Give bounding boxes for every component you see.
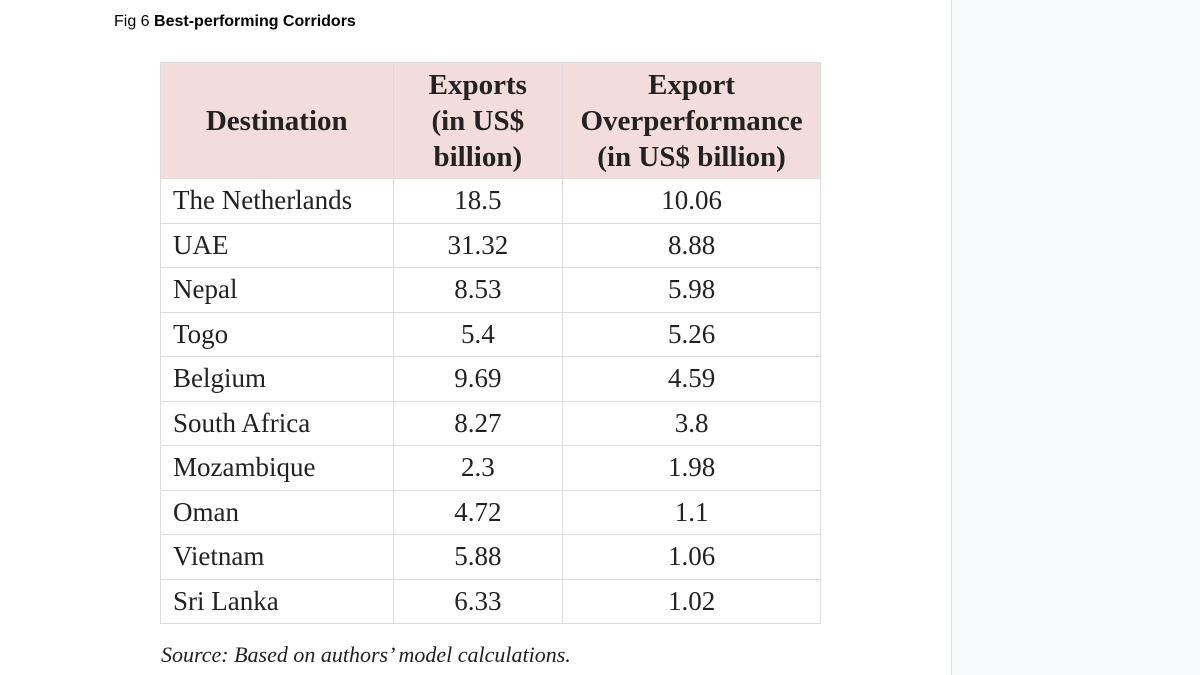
cell-exports: 9.69: [392, 356, 564, 402]
header-overperformance-line: Export: [648, 68, 736, 101]
cell-destination: The Netherlands: [160, 178, 394, 224]
table-row: The Netherlands 18.5 10.06: [160, 178, 821, 224]
table-header: Destination Exports (in US$ billion) Exp…: [160, 62, 821, 179]
side-panel: [951, 0, 1200, 675]
cell-destination: UAE: [160, 222, 394, 268]
header-exports-line: billion): [433, 140, 523, 173]
cell-destination: Oman: [160, 489, 394, 535]
table-row: Togo 5.4 5.26: [160, 311, 821, 357]
cell-overperformance: 5.26: [562, 311, 821, 357]
cell-overperformance: 1.02: [562, 578, 821, 624]
table-row: Mozambique 2.3 1.98: [160, 445, 821, 491]
cell-overperformance: 3.8: [562, 400, 821, 446]
cell-destination: Vietnam: [160, 534, 394, 580]
cell-exports: 31.32: [392, 222, 564, 268]
header-destination-label: Destination: [205, 104, 348, 137]
figure-label: Fig 6: [114, 13, 150, 30]
header-overperformance-line: (in US$ billion): [597, 140, 786, 173]
table-row: Belgium 9.69 4.59: [160, 356, 821, 402]
figure-caption: Fig 6 Best-performing Corridors: [114, 13, 356, 31]
cell-overperformance: 4.59: [562, 356, 821, 402]
cell-overperformance: 1.98: [562, 445, 821, 491]
table-row: Vietnam 5.88 1.06: [160, 534, 821, 580]
cell-exports: 2.3: [392, 445, 564, 491]
table-row: South Africa 8.27 3.8: [160, 400, 821, 446]
corridors-table: Destination Exports (in US$ billion) Exp…: [160, 62, 821, 624]
cell-exports: 8.27: [392, 400, 564, 446]
cell-exports: 4.72: [392, 489, 564, 535]
cell-overperformance: 10.06: [562, 178, 821, 224]
cell-overperformance: 5.98: [562, 267, 821, 313]
table-row: Oman 4.72 1.1: [160, 489, 821, 535]
cell-destination: Togo: [160, 311, 394, 357]
header-exports-line: Exports: [428, 68, 527, 101]
cell-destination: South Africa: [160, 400, 394, 446]
table-body: The Netherlands 18.5 10.06 UAE 31.32 8.8…: [160, 178, 821, 624]
header-destination: Destination: [160, 62, 394, 179]
cell-overperformance: 8.88: [562, 222, 821, 268]
header-overperformance: Export Overperformance (in US$ billion): [562, 62, 821, 179]
cell-overperformance: 1.06: [562, 534, 821, 580]
cell-exports: 5.4: [392, 311, 564, 357]
figure-title: Best-performing Corridors: [154, 13, 356, 30]
cell-exports: 8.53: [392, 267, 564, 313]
header-row: Destination Exports (in US$ billion) Exp…: [160, 62, 821, 179]
cell-destination: Sri Lanka: [160, 578, 394, 624]
cell-exports: 18.5: [392, 178, 564, 224]
cell-destination: Belgium: [160, 356, 394, 402]
cell-overperformance: 1.1: [562, 489, 821, 535]
cell-exports: 5.88: [392, 534, 564, 580]
table-row: Nepal 8.53 5.98: [160, 267, 821, 313]
table-row: UAE 31.32 8.88: [160, 222, 821, 268]
table-row: Sri Lanka 6.33 1.02: [160, 578, 821, 624]
header-exports-line: (in US$: [431, 104, 525, 137]
cell-destination: Mozambique: [160, 445, 394, 491]
header-exports: Exports (in US$ billion): [392, 62, 564, 179]
cell-exports: 6.33: [392, 578, 564, 624]
source-note: Source: Based on authors’ model calculat…: [161, 642, 571, 667]
cell-destination: Nepal: [160, 267, 394, 313]
header-overperformance-line: Overperformance: [580, 104, 803, 137]
